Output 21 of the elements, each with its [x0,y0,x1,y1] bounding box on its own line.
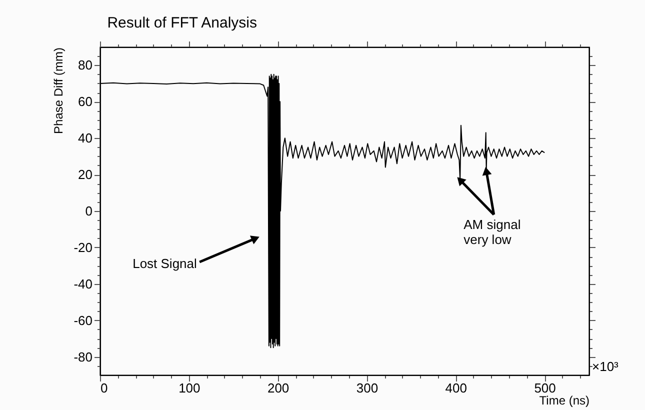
y-tick-label: -80 [74,349,92,364]
x-axis-title: Time (ns) [539,394,590,408]
x-tick-label: 200 [267,380,290,396]
y-tick-label: 60 [78,94,92,110]
y-tick-label: -40 [74,276,92,292]
y-tick-label: 40 [78,130,92,146]
x-tick-label: 300 [356,380,378,396]
y-tick-label: 0 [85,204,92,218]
x-tick-label: 400 [445,380,467,396]
y-axis-title: Phase Diff (mm) [52,48,66,134]
y-tick-label: 20 [78,167,92,182]
y-tick-label: -60 [74,312,92,328]
annotation: Lost Signal [132,256,198,271]
x-tick-label: 500 [534,380,556,396]
y-tick-label: 80 [78,58,92,73]
text: ×10³ [592,359,620,374]
annotation: AM signal very low [464,217,521,248]
x-tick-label: 0 [100,380,108,396]
chart-title: Result of FFT Analysis [107,14,257,32]
y-tick-label: -20 [74,240,92,255]
x-tick-label: 100 [178,380,200,396]
